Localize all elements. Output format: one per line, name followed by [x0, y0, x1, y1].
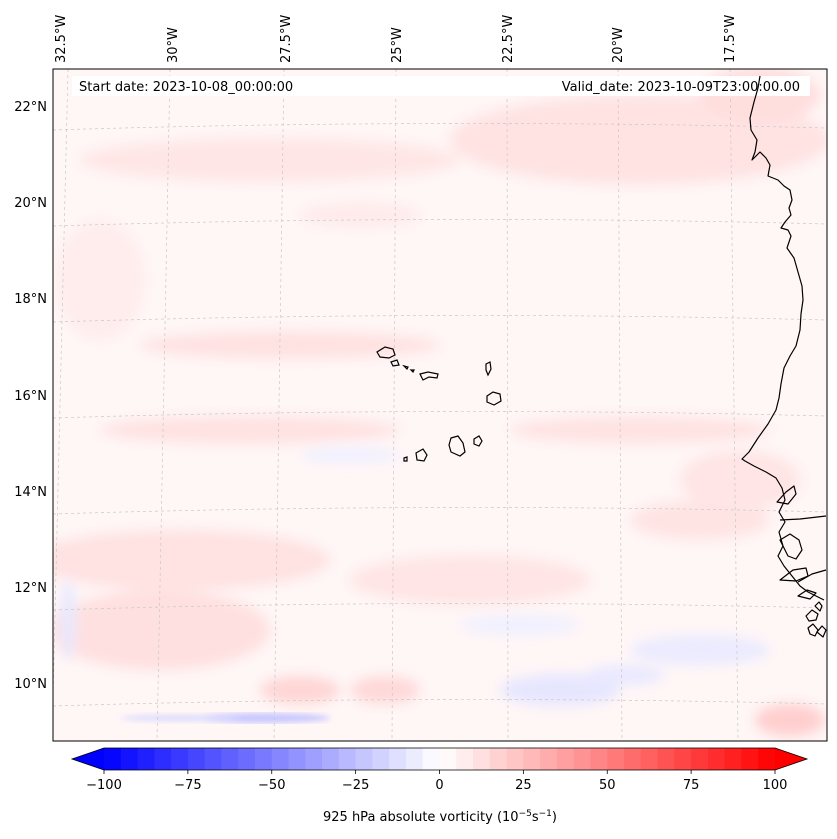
colorbar-cell [590, 748, 608, 770]
colorbar-cell [204, 748, 223, 770]
lat-label-10n: 10°N [14, 677, 47, 692]
colorbar-cells [72, 748, 807, 770]
colorbar-cell [556, 748, 575, 770]
colorbar-cell [439, 748, 457, 770]
colorbar-tick-label: −75 [174, 778, 201, 793]
longitude-labels: 32.5°W 30°W 27.5°W 25°W 22.5°W 20°W 17.5… [54, 15, 738, 63]
start-date-label: Start date: 2023-10-08_00:00:00 [79, 80, 293, 95]
colorbar-tick-label: 25 [515, 778, 532, 793]
lon-label-27-5w: 27.5°W [279, 15, 294, 63]
colorbar-cell [707, 748, 726, 770]
colorbar-cell [607, 748, 625, 770]
lon-label-32-5w: 32.5°W [54, 15, 69, 63]
african-coastline [741, 75, 827, 638]
colorbar-cell [187, 748, 206, 770]
colorbar-cell [573, 748, 592, 770]
lon-label-17-5w: 17.5°W [723, 15, 738, 63]
colorbar-cell [389, 748, 407, 770]
map-frame [52, 68, 828, 742]
colorbar-cell [741, 748, 759, 770]
colorbar-cell [305, 748, 323, 770]
colorbar-cell [355, 748, 374, 770]
colorbar-cell [724, 748, 743, 770]
colorbar-cell [322, 748, 340, 770]
colorbar-cell [540, 748, 558, 770]
colorbar-tick-label: −100 [86, 778, 122, 793]
colorbar-cell [154, 748, 172, 770]
colorbar-cell [338, 748, 357, 770]
colorbar-tick-label: 50 [599, 778, 616, 793]
lon-label-30w: 30°W [166, 27, 181, 63]
colorbar-cell [405, 748, 424, 770]
lat-label-22n: 22°N [14, 100, 47, 115]
colorbar-tick-label: −50 [258, 778, 285, 793]
colorbar-cell [456, 748, 474, 770]
lat-label-16n: 16°N [14, 389, 47, 404]
colorbar-cell [238, 748, 256, 770]
colorbar-cell [657, 748, 675, 770]
lat-label-18n: 18°N [14, 292, 47, 307]
colorbar-cell [288, 748, 306, 770]
lon-label-20w: 20°W [611, 27, 626, 63]
positive-vorticity-patches [53, 69, 827, 736]
colorbar-ticks: −100 −75 −50 −25 0 25 50 75 100 [86, 770, 787, 793]
colorbar-label: 925 hPa absolute vorticity (10−5s−1) [323, 809, 557, 825]
colorbar-tick-label: −25 [342, 778, 369, 793]
colorbar-cell [171, 748, 189, 770]
colorbar-cell [137, 748, 155, 770]
header-strip [72, 76, 810, 96]
colorbar-cell [640, 748, 659, 770]
colorbar-cell [506, 748, 524, 770]
lat-label-12n: 12°N [14, 581, 47, 596]
colorbar-cell [271, 748, 290, 770]
colorbar-cell [104, 748, 122, 770]
lon-label-25w: 25°W [390, 27, 405, 63]
latitude-labels: 22°N 20°N 18°N 16°N 14°N 12°N 10°N [14, 100, 47, 692]
colorbar-cell [691, 748, 709, 770]
colorbar-cell [221, 748, 239, 770]
colorbar-extend-min [72, 748, 104, 770]
cape-verde-islands [376, 346, 502, 462]
colorbar-extend-max [775, 748, 807, 770]
colorbar-cell [422, 748, 441, 770]
strong-negative-streak [120, 713, 330, 723]
negative-vorticity-patches [60, 447, 770, 706]
colorbar-cell [624, 748, 642, 770]
lat-label-14n: 14°N [14, 485, 47, 500]
valid-date-label: Valid_date: 2023-10-09T23:00:00.00 [562, 80, 800, 95]
colorbar-cell [523, 748, 541, 770]
graticule [53, 69, 827, 741]
vorticity-field [53, 69, 827, 741]
colorbar-cell [758, 748, 776, 770]
colorbar-cell [489, 748, 508, 770]
lat-label-20n: 20°N [14, 196, 47, 211]
colorbar-tick-label: 75 [683, 778, 700, 793]
map-panel [52, 68, 828, 742]
colorbar-cell [473, 748, 491, 770]
colorbar-cell [674, 748, 692, 770]
colorbar-cell [254, 748, 273, 770]
lon-label-22-5w: 22.5°W [501, 15, 516, 63]
colorbar-cell [120, 748, 139, 770]
colorbar-cell [372, 748, 390, 770]
colorbar: −100 −75 −50 −25 0 25 50 75 100 925 hPa absolute… [70, 747, 809, 825]
colorbar-tick-label: 0 [435, 778, 443, 793]
colorbar-tick-label: 100 [763, 778, 788, 793]
